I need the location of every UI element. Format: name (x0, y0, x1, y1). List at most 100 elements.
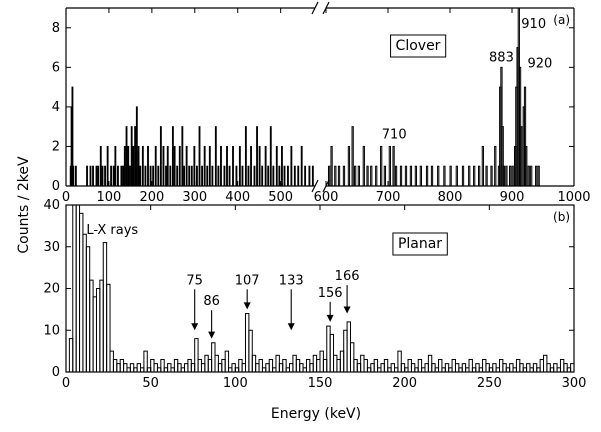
histogram-bin (149, 165, 152, 186)
histogram-bin (553, 363, 558, 372)
histogram-bin (122, 165, 125, 186)
histogram-bin (559, 358, 565, 372)
histogram-bin (152, 165, 155, 186)
histogram-bin (133, 367, 138, 372)
histogram-bin (120, 165, 123, 186)
histogram-bin (130, 126, 133, 186)
histogram-bin (116, 363, 121, 372)
histogram-bin (287, 165, 289, 186)
histogram-bin (176, 165, 179, 186)
histogram-bin (165, 165, 167, 186)
histogram-bin (438, 358, 443, 372)
peak-label: 156 (318, 286, 343, 301)
histogram-bin (419, 165, 422, 186)
histogram-bin (275, 354, 280, 372)
x-tick-label: 300 (182, 190, 207, 205)
histogram-bin (407, 358, 412, 372)
histogram-bin (89, 279, 94, 372)
axis-break-mark (311, 179, 319, 193)
histogram-bin (536, 367, 541, 372)
histogram-bin (397, 350, 402, 372)
histogram-bin (363, 358, 368, 372)
histogram-bin (241, 165, 244, 186)
histogram-bin (157, 165, 160, 186)
histogram-bin (68, 338, 74, 372)
x-tick-label: 150 (308, 376, 333, 391)
histogram-bin (354, 165, 357, 186)
histogram-bin (170, 367, 175, 372)
histogram-bin (187, 358, 192, 372)
x-tick-label: 300 (562, 376, 587, 391)
axis-break-mark (311, 1, 319, 15)
histogram-bin (302, 367, 307, 372)
histogram-bin (241, 363, 246, 372)
x-tick-label: 100 (223, 376, 248, 391)
histogram-bin (383, 358, 389, 372)
histogram-bin (492, 363, 497, 372)
histogram-bin (519, 363, 524, 372)
histogram-bin (255, 363, 260, 372)
histogram-bin (473, 165, 476, 186)
histogram-bin (329, 333, 335, 372)
histogram-bin (256, 126, 258, 186)
histogram-bin (258, 358, 263, 372)
histogram-bin (515, 358, 521, 372)
histogram-bin (123, 145, 126, 186)
histogram-bin (566, 367, 572, 372)
histogram-bin (351, 126, 354, 186)
histogram-bin (299, 363, 304, 372)
x-tick-label: 100 (97, 190, 122, 205)
histogram-bin (319, 350, 324, 372)
histogram-bin (295, 358, 301, 372)
histogram-bin (74, 165, 77, 186)
histogram-bin (498, 358, 504, 372)
peak-label: 920 (527, 56, 552, 71)
panel-a-clover: 0 100 200 300 400 500 600 700 800 900 1000 0 2 4 6 8 (a)… (52, 1, 591, 205)
histogram-bin (129, 363, 135, 372)
histogram-bin (171, 126, 174, 186)
histogram-bin (404, 367, 409, 372)
histogram-bins (69, 8, 540, 186)
detector-label-box (390, 34, 447, 58)
histogram-bin (220, 145, 222, 186)
histogram-bin (173, 145, 176, 186)
histogram-bin (278, 363, 284, 372)
histogram-bin (546, 363, 551, 372)
histogram-bin (478, 165, 481, 186)
detector-label-box (392, 232, 448, 256)
histogram-bin (289, 363, 294, 372)
histogram-bin (72, 165, 75, 186)
histogram-bin (404, 165, 408, 186)
histogram-bin (167, 363, 172, 372)
histogram-bin (147, 145, 149, 186)
panel-tag: (b) (553, 210, 570, 224)
histogram-bin (400, 363, 406, 372)
histogram-bin (309, 363, 314, 372)
histogram-bin (267, 165, 270, 186)
histogram-bins (68, 205, 574, 372)
histogram-bin (530, 165, 533, 186)
histogram-bin (485, 165, 488, 186)
histogram-bin (417, 358, 423, 372)
histogram-bin (316, 358, 321, 372)
histogram-bin (169, 165, 172, 186)
histogram-bin (95, 288, 101, 372)
x-tick-label: 1000 (557, 190, 590, 205)
histogram-bin (250, 145, 252, 186)
panel-tag: (a) (553, 13, 570, 27)
histogram-bin (139, 165, 142, 186)
histogram-bin (232, 145, 234, 186)
histogram-bin (104, 165, 106, 186)
histogram-bin (156, 367, 162, 372)
histogram-bin (272, 367, 277, 372)
histogram-bin (461, 165, 465, 186)
histogram-bin (134, 126, 137, 186)
histogram-bin (154, 145, 157, 186)
histogram-bin (200, 363, 206, 372)
y-axis-title: Counts / 2keV (16, 156, 32, 254)
histogram-bin (126, 367, 131, 372)
histogram-bin (247, 165, 250, 186)
histogram-bin (125, 126, 128, 186)
histogram-bin (140, 367, 145, 372)
peak-label: 75 (186, 273, 203, 288)
